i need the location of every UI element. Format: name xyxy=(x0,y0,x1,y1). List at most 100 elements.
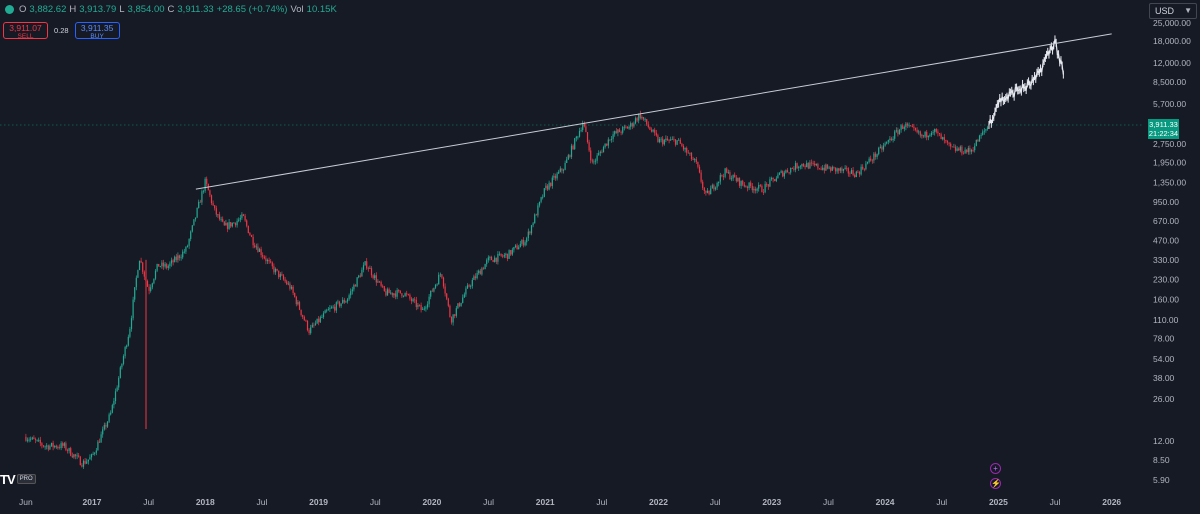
candle-body xyxy=(666,138,669,141)
candle-body xyxy=(217,214,219,216)
candle-body xyxy=(846,167,848,169)
candle-body xyxy=(543,188,545,197)
candle-body xyxy=(92,453,94,455)
candle-body xyxy=(726,168,728,173)
tradingview-logo[interactable]: TV PRO xyxy=(0,472,48,487)
candle-body xyxy=(807,162,809,169)
candle-body xyxy=(70,448,72,456)
candle-body xyxy=(537,205,539,216)
candle-body xyxy=(295,296,297,305)
y-tick-label: 950.00 xyxy=(1153,197,1179,207)
candle-body xyxy=(447,298,449,306)
candle-body xyxy=(519,243,521,248)
y-tick-label: 160.00 xyxy=(1153,294,1179,304)
high-value: 3,913.79 xyxy=(79,4,117,15)
candle-body xyxy=(140,260,142,263)
flash-circle-icon[interactable]: ⚡ xyxy=(990,478,1001,489)
candle-body xyxy=(401,293,403,297)
candle-body xyxy=(174,256,176,263)
candle-body xyxy=(375,275,377,283)
candle-body xyxy=(356,277,358,287)
candle-body xyxy=(478,270,480,274)
candle-body xyxy=(324,310,326,314)
candle-body xyxy=(881,146,883,150)
candle-body xyxy=(289,283,291,289)
currency-select[interactable]: USD ▼ xyxy=(1149,3,1197,19)
candle-body xyxy=(615,131,617,133)
candle-body xyxy=(820,168,822,170)
candle-body xyxy=(377,281,379,283)
candle-body xyxy=(193,219,195,226)
candle-body xyxy=(698,166,701,173)
candle-body xyxy=(498,253,501,255)
candle-body xyxy=(33,437,35,440)
candle-body xyxy=(922,135,925,137)
candle-body xyxy=(530,225,533,234)
candle-body xyxy=(455,308,457,316)
candle-body xyxy=(124,347,126,357)
buy-button[interactable]: 3,911.35 BUY xyxy=(74,22,120,40)
candle-body xyxy=(487,257,489,261)
candle-body xyxy=(194,217,197,220)
candle-body xyxy=(694,159,696,161)
candle-body xyxy=(89,457,91,460)
candle-body xyxy=(775,178,777,182)
sell-button[interactable]: 3,911.07 SELL xyxy=(3,22,48,40)
candle-body xyxy=(225,222,227,226)
y-tick-label: 670.00 xyxy=(1153,216,1179,226)
candle-body xyxy=(338,301,341,307)
candle-body xyxy=(850,170,853,174)
candle-body xyxy=(26,439,29,441)
candle-body xyxy=(503,255,505,257)
candle-body xyxy=(185,246,187,252)
candle-body xyxy=(833,166,835,168)
candle-body xyxy=(513,247,515,250)
candle-body xyxy=(154,270,157,279)
candle-body xyxy=(153,278,155,284)
candle-body xyxy=(510,250,512,255)
candle-body xyxy=(191,225,193,232)
candle-body xyxy=(942,137,944,140)
candle-body xyxy=(538,201,541,206)
candle-body xyxy=(198,201,200,208)
candle-body xyxy=(562,169,565,171)
candle-body xyxy=(806,162,808,168)
trendline xyxy=(195,33,1112,190)
candle-body xyxy=(895,130,897,132)
candle-body xyxy=(844,167,846,169)
candle-body xyxy=(87,459,89,462)
candle-body xyxy=(566,159,568,164)
y-tick-label: 54.00 xyxy=(1153,354,1175,364)
candle-body xyxy=(634,118,637,124)
candle-body xyxy=(335,302,337,311)
candle-body xyxy=(354,284,357,287)
x-tick-label: Jul xyxy=(1050,497,1061,507)
candle-body xyxy=(561,168,563,171)
candle-body xyxy=(332,306,334,308)
candle-body xyxy=(327,309,329,311)
candle-body xyxy=(143,271,145,277)
candle-body xyxy=(372,275,374,278)
candle-body xyxy=(946,141,949,143)
candle-body xyxy=(847,168,849,174)
candle-body xyxy=(918,131,920,133)
candle-body xyxy=(652,129,654,132)
candle-body xyxy=(825,164,827,171)
candle-body xyxy=(106,421,109,427)
candle-body xyxy=(262,255,264,257)
candle-body xyxy=(358,275,360,278)
candle-body xyxy=(343,299,345,303)
candle-body xyxy=(890,138,893,141)
candle-body xyxy=(759,185,761,186)
candle-body xyxy=(274,268,277,273)
candle-body xyxy=(642,116,645,120)
candle-body xyxy=(396,290,398,297)
candle-body xyxy=(521,239,523,244)
candle-body xyxy=(486,260,488,265)
plus-circle-icon[interactable]: + xyxy=(990,463,1001,474)
candle-body xyxy=(345,301,347,303)
candle-body xyxy=(318,318,320,323)
candle-body xyxy=(74,454,77,457)
candle-body xyxy=(551,177,553,186)
